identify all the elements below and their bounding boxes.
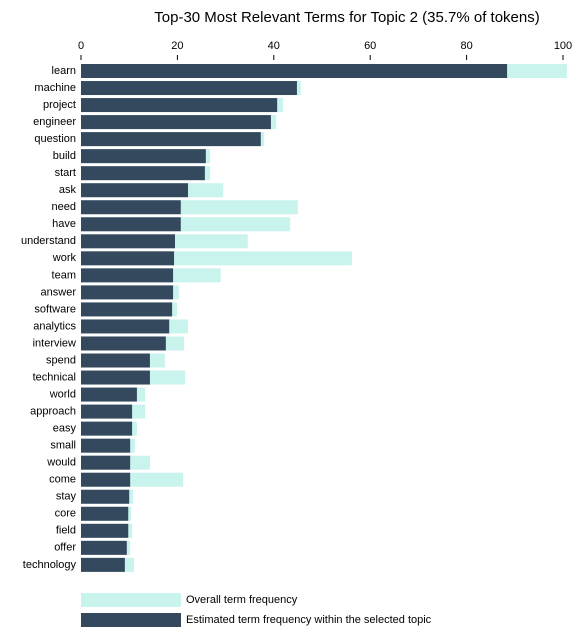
x-tick-label: 100 <box>554 40 572 52</box>
y-tick-label: would <box>46 457 76 469</box>
bar <box>81 183 189 198</box>
y-tick-label: understand <box>21 235 76 247</box>
y-tick-label: software <box>34 303 76 315</box>
bar <box>81 64 508 78</box>
bar <box>81 489 130 504</box>
y-tick-label: small <box>50 440 76 452</box>
y-tick-label: interview <box>33 337 76 349</box>
y-tick-label: stay <box>56 491 77 503</box>
y-tick-label: come <box>49 474 76 486</box>
y-tick-label: analytics <box>33 320 76 332</box>
bar <box>81 81 297 96</box>
bar <box>81 132 261 147</box>
bar <box>81 540 127 555</box>
y-tick-label: need <box>52 201 76 213</box>
bar <box>81 370 150 385</box>
y-tick-label: project <box>43 99 76 111</box>
x-tick-label: 40 <box>268 40 280 52</box>
legend-label: Overall term frequency <box>186 594 298 606</box>
bar <box>81 115 271 130</box>
x-tick-label: 20 <box>171 40 183 52</box>
bar <box>81 336 166 351</box>
x-tick-label: 0 <box>78 40 84 52</box>
bar <box>81 217 181 232</box>
y-tick-label: technology <box>23 559 77 571</box>
y-tick-label: spend <box>46 354 76 366</box>
y-tick-label: core <box>55 508 76 520</box>
bar <box>81 523 129 538</box>
bar <box>81 455 131 470</box>
legend-swatch <box>81 613 181 627</box>
legend-swatch <box>81 593 181 607</box>
y-tick-label: question <box>34 133 76 145</box>
y-tick-label: offer <box>54 542 76 554</box>
bar <box>81 506 129 521</box>
bar <box>81 251 175 266</box>
bar <box>81 268 174 283</box>
bar <box>81 98 278 113</box>
y-tick-label: machine <box>34 82 76 94</box>
y-tick-label: start <box>55 167 76 179</box>
y-tick-label: world <box>49 388 76 400</box>
y-tick-label: ask <box>59 184 77 196</box>
y-tick-label: work <box>52 252 77 264</box>
bar <box>81 149 206 164</box>
bar <box>81 302 173 317</box>
y-tick-label: easy <box>53 423 77 435</box>
y-tick-label: build <box>53 150 76 162</box>
chart-title: Top-30 Most Relevant Terms for Topic 2 (… <box>154 9 539 26</box>
bar <box>81 557 125 572</box>
bar <box>81 285 174 300</box>
bar <box>81 387 137 402</box>
legend-label: Estimated term frequency within the sele… <box>186 614 432 626</box>
y-tick-label: approach <box>30 406 76 418</box>
y-tick-label: learn <box>52 65 76 77</box>
bar <box>81 319 170 334</box>
bar <box>81 166 205 181</box>
bar <box>81 472 131 487</box>
bar <box>81 438 131 453</box>
x-tick-label: 80 <box>460 40 472 52</box>
bar <box>81 404 133 419</box>
y-tick-label: answer <box>41 286 77 298</box>
y-tick-label: team <box>52 269 76 281</box>
bar <box>81 234 175 249</box>
bar <box>81 200 181 215</box>
x-tick-label: 60 <box>364 40 376 52</box>
y-tick-label: field <box>56 525 76 537</box>
y-tick-label: engineer <box>33 116 76 128</box>
bar <box>81 353 150 368</box>
y-tick-label: technical <box>33 371 76 383</box>
bar <box>81 421 133 436</box>
y-tick-label: have <box>52 218 76 230</box>
